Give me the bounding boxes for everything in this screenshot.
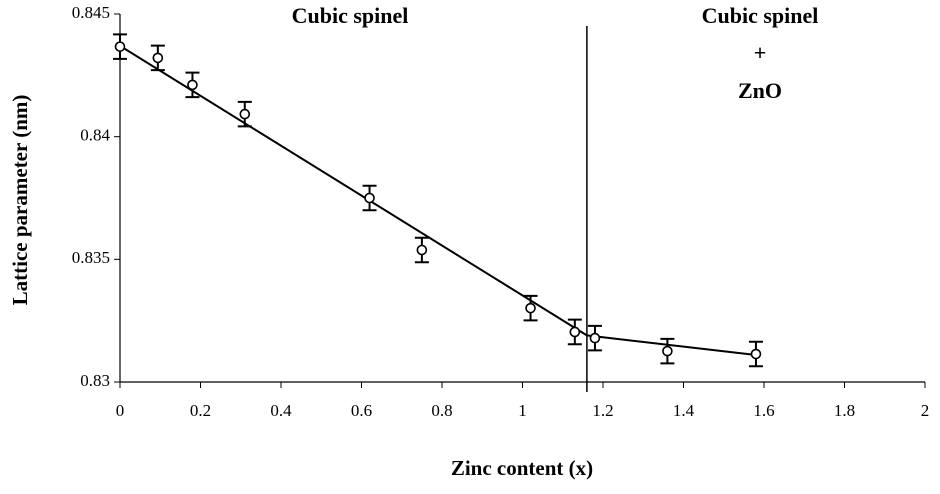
point <box>114 41 126 52</box>
point <box>569 326 581 338</box>
x-tick-label: 0 <box>116 401 125 420</box>
x-tick-label: 0.4 <box>270 401 292 420</box>
y-axis-title: Lattice parameter (nm) <box>8 95 32 306</box>
x-tick-label: 0.2 <box>190 401 211 420</box>
x-tick-label: 2 <box>921 401 930 420</box>
point <box>416 244 428 256</box>
y-tick-label: 0.845 <box>72 3 110 22</box>
point <box>750 348 762 360</box>
x-axis-title: Zinc content (x) <box>451 456 593 480</box>
point <box>239 108 251 120</box>
point <box>187 79 198 91</box>
point <box>152 52 164 64</box>
x-tick-label: 0.6 <box>351 401 372 420</box>
y-tick-label: 0.84 <box>80 126 110 145</box>
x-tick-label: 1.6 <box>753 401 774 420</box>
point <box>589 332 601 344</box>
annotation: Cubic spinel <box>292 3 409 28</box>
x-tick-label: 1.8 <box>834 401 855 420</box>
annotation: + <box>754 40 767 65</box>
point <box>525 302 536 314</box>
x-tick-label: 1.4 <box>673 401 695 420</box>
x-tick-label: 1 <box>518 401 527 420</box>
point <box>662 345 673 357</box>
fit-line <box>119 45 757 357</box>
y-tick-label: 0.835 <box>72 248 110 267</box>
annotation: Cubic spinel <box>702 3 819 28</box>
x-tick-label: 0.8 <box>431 401 452 420</box>
y-tick-label: 0.83 <box>80 371 110 390</box>
annotation: ZnO <box>738 78 782 103</box>
x-tick-label: 1.2 <box>592 401 613 420</box>
point <box>364 192 375 204</box>
